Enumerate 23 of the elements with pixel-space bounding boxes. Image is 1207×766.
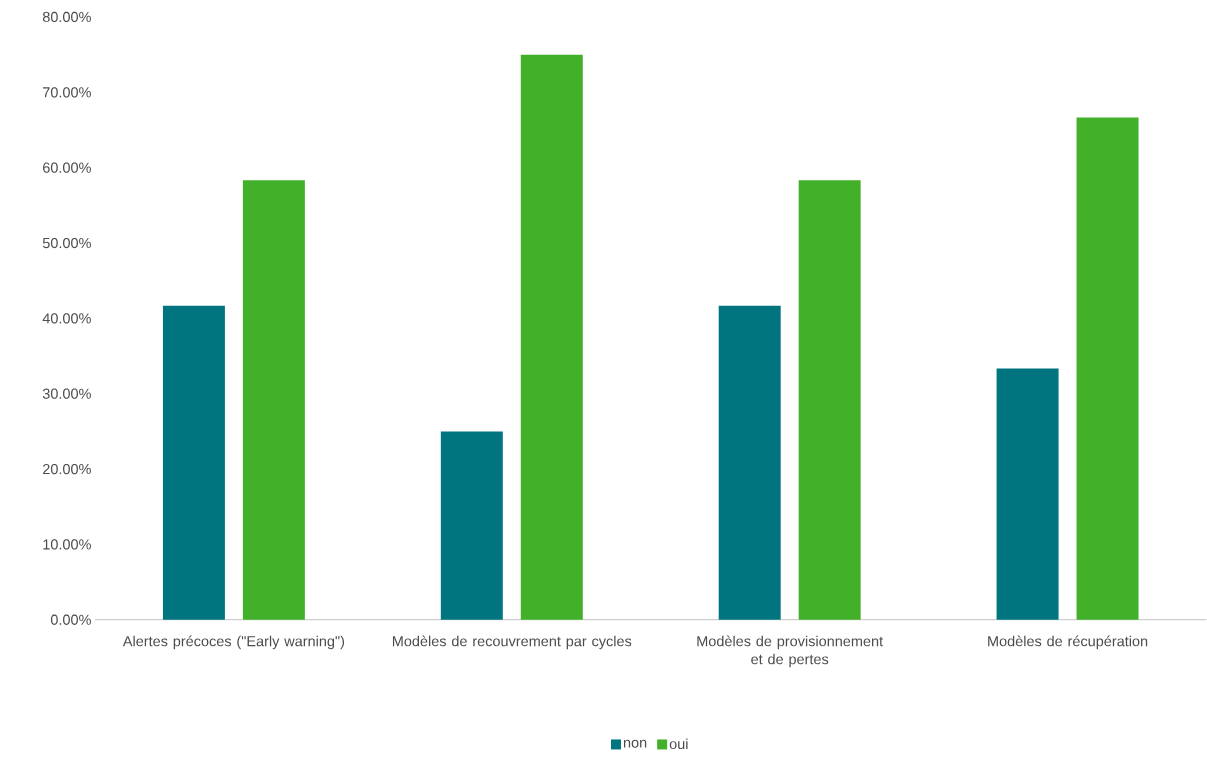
y-tick-label: 50.00%	[42, 238, 91, 249]
bar	[162, 305, 225, 620]
y-tick-label: 0.00%	[50, 614, 91, 626]
y-tick-label: 30.00%	[42, 388, 91, 399]
x-tick-label: Modèles de récupération	[988, 635, 1148, 650]
x-tick-label: Alertes précoces ("Early warning")	[122, 635, 345, 650]
y-tick-label: 20.00%	[43, 464, 91, 475]
bar	[440, 431, 503, 620]
y-tick-label: 80.00%	[42, 12, 91, 23]
x-tick-label: Modèles de recouvrement par cycles	[392, 635, 632, 650]
bar	[520, 54, 583, 620]
y-tick-label: 70.00%	[43, 87, 91, 98]
y-tick-label: 60.00%	[43, 162, 91, 173]
bar	[242, 180, 305, 620]
bar	[1076, 117, 1139, 620]
bar	[996, 368, 1059, 620]
y-tick-label: 40.00%	[42, 313, 91, 324]
x-tick-label: Modèles de provisionnement et de pertes	[697, 635, 883, 668]
legend-label: non	[623, 739, 647, 748]
legend-label: oui	[669, 738, 688, 750]
bar	[718, 305, 781, 620]
y-tick-label: 10.00%	[43, 539, 91, 550]
bar	[798, 180, 861, 620]
